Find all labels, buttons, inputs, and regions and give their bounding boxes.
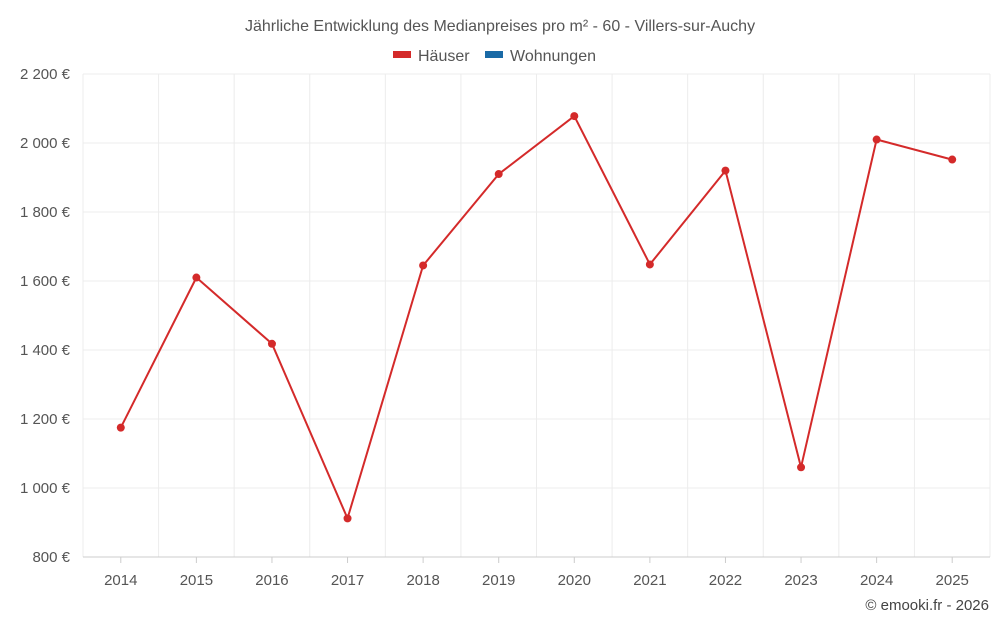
- y-tick-label: 800 €: [32, 549, 70, 566]
- data-point[interactable]: [570, 112, 579, 121]
- x-tick-label: 2020: [558, 572, 591, 589]
- axes: 800 € 1 000 € 1 200 € 1 400 € 1 600 € 1 800 €…: [20, 66, 990, 589]
- legend[interactable]: Häuser Wohnungen: [393, 48, 596, 65]
- y-tick-label: 1 000 €: [20, 480, 71, 497]
- legend-swatch: [393, 51, 411, 58]
- x-tick-label: 2016: [255, 572, 288, 589]
- chart-title: Jährliche Entwicklung des Medianpreises …: [245, 18, 755, 35]
- data-point[interactable]: [645, 260, 654, 269]
- x-tick-label: 2017: [331, 572, 364, 589]
- data-point[interactable]: [948, 155, 957, 164]
- x-tick-label: 2023: [784, 572, 817, 589]
- x-tick-label: 2022: [709, 572, 742, 589]
- legend-item[interactable]: Häuser: [393, 48, 470, 65]
- data-point[interactable]: [116, 423, 125, 432]
- y-tick-label: 2 200 €: [20, 66, 71, 83]
- x-tick-label: 2025: [936, 572, 969, 589]
- data-point[interactable]: [872, 135, 881, 144]
- series-line: [119, 115, 953, 520]
- y-tick-label: 2 000 €: [20, 135, 71, 152]
- data-point[interactable]: [267, 339, 276, 348]
- data-point[interactable]: [797, 463, 806, 472]
- y-tick-label: 1 400 €: [20, 342, 71, 359]
- x-tick-label: 2014: [104, 572, 137, 589]
- legend-label: Häuser: [418, 48, 470, 65]
- legend-swatch: [485, 51, 503, 58]
- y-tick-label: 1 800 €: [20, 204, 71, 221]
- x-tick-label: 2015: [180, 572, 213, 589]
- data-point[interactable]: [343, 514, 352, 523]
- data-point[interactable]: [721, 166, 730, 175]
- series: [116, 112, 957, 523]
- x-tick-label: 2024: [860, 572, 893, 589]
- x-tick-label: 2021: [633, 572, 666, 589]
- data-point[interactable]: [419, 261, 428, 270]
- data-point[interactable]: [192, 273, 201, 282]
- y-tick-label: 1 600 €: [20, 273, 71, 290]
- x-tick-label: 2018: [406, 572, 439, 589]
- legend-label: Wohnungen: [510, 48, 596, 65]
- y-tick-label: 1 200 €: [20, 411, 71, 428]
- legend-item[interactable]: Wohnungen: [485, 48, 596, 65]
- data-point[interactable]: [494, 170, 503, 179]
- credit-text: © emooki.fr - 2026: [865, 597, 989, 614]
- grid: [82, 73, 991, 558]
- x-tick-label: 2019: [482, 572, 515, 589]
